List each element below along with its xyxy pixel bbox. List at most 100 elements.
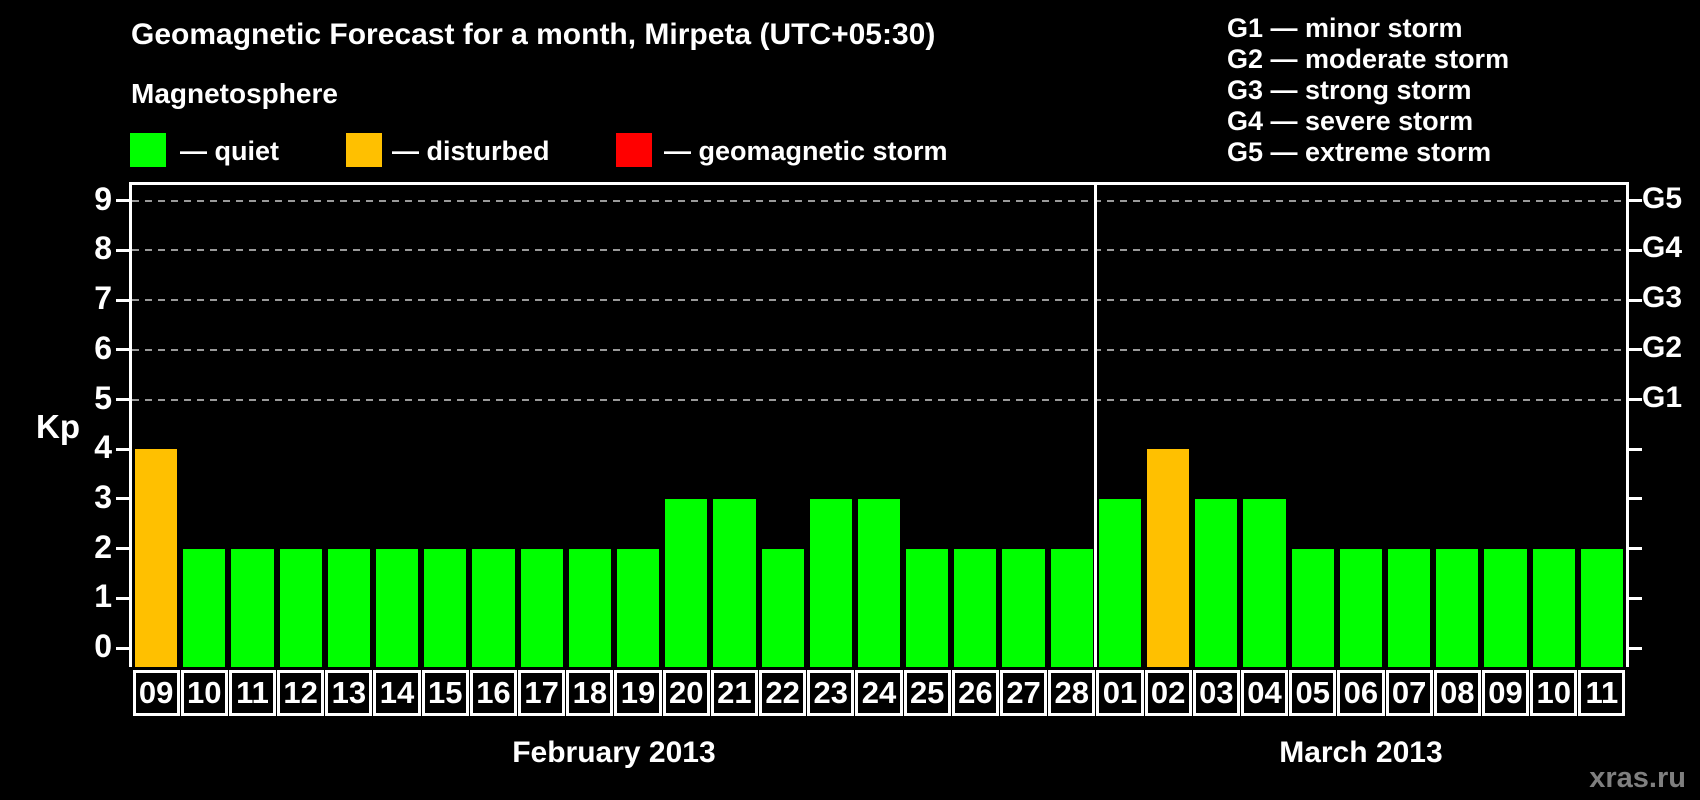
day-label: 24 [855, 670, 903, 716]
day-label: 01 [1096, 670, 1144, 716]
g-axis-tick [1629, 398, 1642, 401]
g-axis-tick [1629, 447, 1642, 451]
day-label: 17 [518, 670, 566, 716]
day-label: 07 [1385, 670, 1433, 716]
g-axis-label-g4: G4 [1642, 231, 1683, 265]
g2-legend-line: G2 — moderate storm [1227, 44, 1510, 74]
kp-bar [954, 548, 997, 667]
chart-title: Geomagnetic Forecast for a month, Mirpet… [131, 18, 936, 51]
month-divider [1094, 182, 1098, 667]
day-label: 19 [614, 670, 662, 716]
day-label: 25 [903, 670, 951, 716]
g-axis-label-g5: G5 [1642, 181, 1683, 215]
kp-axis-tick [116, 497, 129, 501]
kp-bar [327, 548, 370, 667]
kp-axis-label: 5 [94, 379, 112, 416]
kp-axis-label: 2 [94, 528, 112, 565]
kp-bar [375, 548, 419, 667]
kp-axis-tick [116, 248, 129, 252]
day-label: 26 [951, 670, 999, 716]
kp-axis-label: 9 [94, 180, 112, 217]
day-label: 10 [180, 670, 228, 716]
day-label: 14 [373, 670, 421, 716]
gridline-kp7 [132, 299, 1626, 302]
kp-axis-label: 4 [94, 429, 112, 466]
kp-bar [472, 548, 515, 667]
kp-bar [1436, 548, 1479, 667]
g-axis-label-g3: G3 [1642, 281, 1683, 315]
g1-legend-line: G1 — minor storm [1227, 13, 1463, 43]
kp-bar [568, 548, 611, 667]
gridline-kp8 [132, 249, 1626, 252]
kp-axis-label: 8 [94, 230, 112, 267]
g-scale-legend: G1 — minor storm G2 — moderate storm G3 … [1227, 13, 1509, 168]
g-axis-tick [1629, 497, 1642, 501]
y-axis-title: Kp [36, 408, 80, 445]
storm-legend-label: — geomagnetic storm [664, 136, 948, 166]
storm-color-swatch [616, 133, 652, 167]
day-label: 11 [1578, 670, 1626, 716]
magnetosphere-legend-heading: Magnetosphere [131, 78, 338, 109]
month-label: March 2013 [1279, 736, 1443, 769]
kp-bar [1050, 548, 1093, 667]
day-label: 03 [1192, 670, 1240, 716]
day-label: 16 [469, 670, 518, 716]
kp-bar [231, 548, 274, 667]
kp-bar [665, 498, 708, 667]
month-label: February 2013 [512, 736, 716, 769]
kp-bar [1339, 548, 1383, 667]
g-axis-tick [1629, 596, 1642, 600]
day-label: 05 [1289, 670, 1337, 716]
kp-bar [183, 548, 226, 667]
day-label: 21 [710, 670, 758, 716]
kp-axis-tick [116, 199, 129, 203]
gridline-kp5 [132, 398, 1626, 401]
day-label: 12 [277, 670, 325, 716]
kp-axis-tick [116, 398, 129, 401]
gridline-kp9 [132, 199, 1626, 202]
day-label: 28 [1048, 670, 1096, 716]
kp-bar [713, 498, 756, 667]
day-label: 22 [759, 670, 807, 716]
g-axis-tick [1629, 547, 1642, 551]
watermark: xras.ru [1589, 762, 1686, 794]
kp-bar [1388, 548, 1431, 667]
plot-border-top [129, 182, 1629, 185]
day-label: 06 [1337, 670, 1385, 716]
day-label: 11 [228, 670, 277, 716]
gridline-kp6 [132, 348, 1626, 351]
day-label: 10 [1530, 670, 1578, 716]
kp-bar [1195, 498, 1238, 667]
kp-axis-tick [116, 447, 129, 451]
g4-legend-line: G4 — severe storm [1227, 106, 1474, 136]
kp-bar [520, 548, 563, 667]
kp-axis-label: 6 [94, 329, 112, 366]
plot-border-left [129, 182, 132, 667]
kp-axis-tick [116, 547, 129, 551]
g-axis-tick [1629, 646, 1642, 650]
day-label: 08 [1433, 670, 1481, 716]
kp-bar [1580, 548, 1623, 667]
g-axis-tick [1629, 298, 1642, 302]
quiet-color-swatch [130, 133, 166, 167]
day-label: 04 [1240, 670, 1289, 716]
kp-bar [1484, 548, 1527, 667]
day-label: 02 [1144, 670, 1192, 716]
kp-bar [279, 548, 322, 667]
day-label: 09 [1481, 670, 1530, 716]
day-label: 27 [999, 670, 1048, 716]
g-axis-tick [1629, 348, 1642, 352]
g5-legend-line: G5 — extreme storm [1227, 137, 1492, 167]
plot-border-right [1626, 182, 1629, 667]
kp-bar [1532, 548, 1575, 667]
kp-axis-tick [116, 596, 129, 600]
kp-bar [1002, 548, 1045, 667]
disturbed-color-swatch [346, 133, 382, 167]
day-label: 15 [421, 670, 469, 716]
kp-axis-label: 1 [94, 578, 112, 615]
kp-bar [1098, 498, 1142, 667]
g-axis-tick [1629, 248, 1642, 252]
disturbed-legend-label: — disturbed [392, 136, 550, 166]
